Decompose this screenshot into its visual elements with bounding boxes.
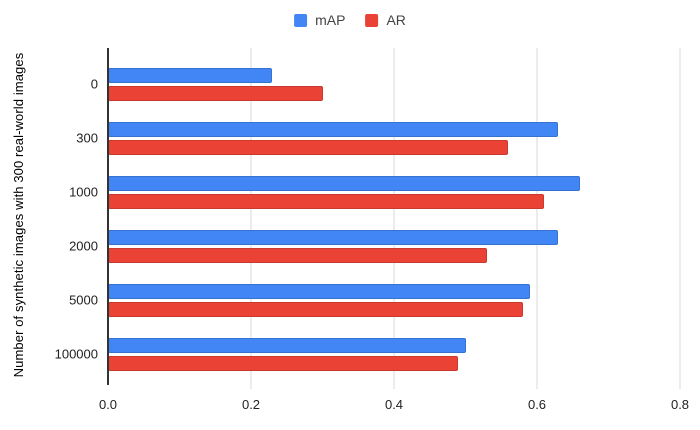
- bar-map: [108, 67, 273, 83]
- legend-item-map: mAP: [294, 12, 345, 28]
- bar-groups: 0 300 1000 2000 5000 100000: [55, 57, 680, 381]
- bar-ar: [108, 247, 487, 263]
- bar-group-300: 300: [76, 111, 680, 165]
- legend-label-map: mAP: [315, 12, 346, 28]
- category-label: 100000: [54, 346, 98, 362]
- category-label: 0: [90, 76, 98, 92]
- bar-group-5000: 5000: [69, 273, 680, 327]
- bar-map: [108, 283, 530, 299]
- bar-map: [108, 175, 580, 191]
- x-tick-label: 0.4: [384, 397, 404, 412]
- gridline: [679, 48, 681, 389]
- bar-ar: [108, 355, 459, 371]
- x-tick-label: 0.0: [98, 397, 118, 412]
- bar-group-2000: 2000: [69, 219, 680, 273]
- x-tick-label: 0.8: [670, 397, 690, 412]
- bar-group-1000: 1000: [69, 165, 680, 219]
- category-label: 5000: [69, 292, 98, 308]
- x-tick-label: 0.2: [241, 397, 261, 412]
- bar-map: [108, 121, 559, 137]
- bar-ar: [108, 301, 523, 317]
- x-tick-label: 0.6: [527, 397, 547, 412]
- legend-swatch-map: [294, 13, 308, 27]
- bar-ar: [108, 85, 323, 101]
- legend-item-ar: AR: [365, 12, 406, 28]
- bar-map: [108, 337, 466, 353]
- category-label: 300: [76, 130, 98, 146]
- bar-ar: [108, 139, 509, 155]
- bar-group-100000: 100000: [55, 327, 680, 381]
- bar-ar: [108, 193, 545, 209]
- y-axis-title: Number of synthetic images with 300 real…: [11, 52, 26, 378]
- gridline: [393, 48, 395, 389]
- axis-baseline: [107, 48, 109, 385]
- bar-map: [108, 229, 559, 245]
- bar-group-0: 0: [91, 57, 680, 111]
- legend-label-ar: AR: [386, 12, 406, 28]
- legend: mAP AR: [294, 12, 406, 28]
- gridline: [250, 48, 252, 389]
- gridline: [536, 48, 538, 389]
- legend-swatch-ar: [365, 13, 379, 27]
- category-label: 2000: [69, 238, 98, 254]
- category-label: 1000: [69, 184, 98, 200]
- plot-area: 0 300 1000 2000 5000 100000 0.0 0.2 0.4 0.6 0.8: [55, 48, 689, 412]
